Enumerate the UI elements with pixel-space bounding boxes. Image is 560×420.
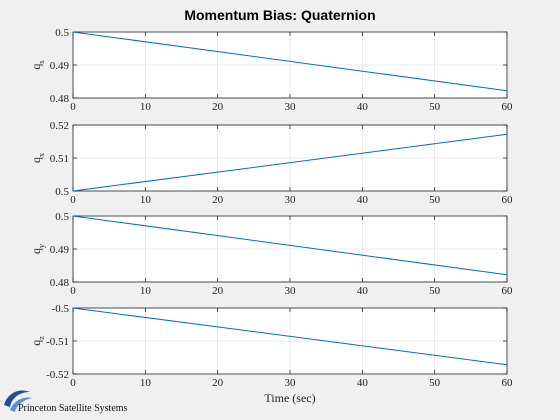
y-tick-label: 0.49 <box>50 244 70 256</box>
y-axis-label-subscript: y <box>37 244 46 248</box>
y-tick-label: -0.5 <box>52 303 70 315</box>
x-tick-label: 30 <box>285 101 297 113</box>
series-line <box>72 133 508 192</box>
y-tick-label: 0.49 <box>50 60 70 72</box>
y-tick-label: 0.48 <box>50 93 70 105</box>
x-tick-label: 20 <box>212 377 224 389</box>
x-tick-label: 30 <box>285 194 297 206</box>
y-tick-label: 0.5 <box>55 211 69 223</box>
x-tick-label: 60 <box>502 194 514 206</box>
x-tick-label: 40 <box>357 285 369 297</box>
y-tick-label: 0.52 <box>50 120 69 132</box>
y-axis-label: qy <box>29 244 46 254</box>
x-tick-label: 40 <box>357 194 369 206</box>
y-tick-label: 0.48 <box>50 277 70 289</box>
x-tick-label: 0 <box>70 101 76 113</box>
x-tick-label: 30 <box>285 377 297 389</box>
x-tick-label: 50 <box>429 194 441 206</box>
subplot-4: 0 10 20 30 40 50 60 -0.52 -0.51 -0.5 qz <box>29 303 513 389</box>
x-tick-label: 50 <box>429 101 441 113</box>
x-tick-label: 10 <box>140 194 152 206</box>
y-axis-label-subscript: x <box>37 153 46 157</box>
x-tick-label: 0 <box>70 194 76 206</box>
x-axis-label: Time (sec) <box>264 391 315 405</box>
x-tick-label: 40 <box>357 377 369 389</box>
x-tick-label: 50 <box>429 377 441 389</box>
x-tick-label: 60 <box>502 101 514 113</box>
x-tick-label: 0 <box>70 285 76 297</box>
series-line <box>72 307 508 366</box>
logo-swoosh-icon <box>4 390 32 412</box>
x-tick-label: 40 <box>357 101 369 113</box>
y-axis-label-main: q <box>29 157 43 163</box>
x-tick-label: 10 <box>140 377 152 389</box>
x-tick-label: 20 <box>212 285 224 297</box>
y-axis-label: qx <box>29 153 46 163</box>
y-axis-label: qs <box>29 60 46 69</box>
x-tick-label: 30 <box>285 285 297 297</box>
y-axis-label-subscript: z <box>37 336 46 340</box>
subplot-2: 0 10 20 30 40 50 60 0.5 0.51 0.52 qx <box>29 120 513 206</box>
x-tick-label: 50 <box>429 285 441 297</box>
subplot-1: 0 10 20 30 40 50 60 0.48 0.49 0.5 qs <box>29 27 513 113</box>
x-tick-label: 60 <box>502 285 514 297</box>
y-axis-label-main: q <box>29 248 43 254</box>
x-tick-label: 60 <box>502 377 514 389</box>
series-line <box>72 215 508 276</box>
x-tick-label: 20 <box>212 101 224 113</box>
subplot-3: 0 10 20 30 40 50 60 0.48 0.49 0.5 qy <box>29 211 513 297</box>
y-tick-label: 0.51 <box>50 153 69 165</box>
chart-title: Momentum Bias: Quaternion <box>184 7 375 23</box>
logo-text: Princeton Satellite Systems <box>18 403 128 414</box>
x-tick-label: 20 <box>212 194 224 206</box>
y-tick-label: -0.52 <box>46 369 69 381</box>
y-axis-label: qz <box>29 336 46 346</box>
y-tick-label: 0.5 <box>55 186 69 198</box>
x-tick-label: 10 <box>140 285 152 297</box>
y-tick-label: -0.51 <box>46 336 69 348</box>
x-tick-label: 10 <box>140 101 152 113</box>
y-tick-label: 0.5 <box>55 27 69 39</box>
y-axis-label-subscript: s <box>37 60 46 63</box>
y-axis-label-main: q <box>29 340 43 346</box>
logo: Princeton Satellite Systems <box>4 390 128 414</box>
series-line <box>72 31 508 92</box>
y-axis-label-main: q <box>29 64 43 70</box>
x-tick-label: 0 <box>70 377 76 389</box>
